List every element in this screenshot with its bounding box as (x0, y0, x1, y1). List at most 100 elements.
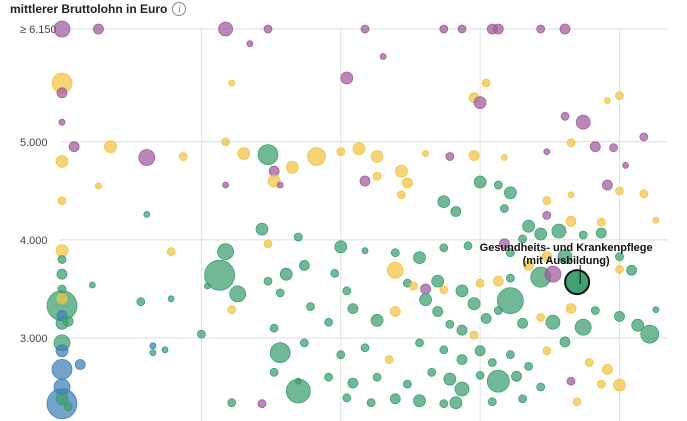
data-point[interactable] (524, 361, 533, 371)
data-point[interactable] (415, 338, 424, 348)
data-point[interactable] (161, 346, 169, 354)
data-point[interactable] (584, 358, 594, 367)
data-point[interactable] (517, 317, 528, 329)
data-point[interactable] (419, 293, 433, 307)
data-point[interactable] (614, 310, 625, 322)
data-point[interactable] (74, 359, 86, 370)
data-point[interactable] (227, 398, 237, 408)
data-point[interactable] (360, 343, 370, 353)
data-point[interactable] (263, 239, 273, 249)
data-point[interactable] (149, 349, 157, 357)
data-point[interactable] (275, 288, 285, 298)
data-point[interactable] (269, 323, 279, 333)
data-point[interactable] (394, 164, 408, 178)
data-point[interactable] (505, 273, 515, 283)
data-point[interactable] (56, 293, 68, 305)
data-point[interactable] (518, 394, 527, 404)
data-point[interactable] (469, 330, 479, 340)
data-point[interactable] (336, 147, 346, 157)
data-point[interactable] (360, 24, 370, 34)
data-point[interactable] (390, 248, 400, 258)
data-point[interactable] (330, 268, 340, 278)
data-point[interactable] (420, 283, 432, 295)
data-point[interactable] (366, 398, 376, 408)
data-point[interactable] (492, 275, 504, 287)
data-point[interactable] (545, 314, 561, 330)
data-point[interactable] (359, 175, 371, 187)
data-point[interactable] (149, 342, 157, 350)
data-point[interactable] (544, 265, 562, 283)
data-point[interactable] (602, 179, 613, 191)
data-point[interactable] (445, 319, 455, 329)
data-point[interactable] (437, 195, 451, 209)
data-point[interactable] (454, 381, 470, 397)
data-point[interactable] (53, 20, 71, 38)
data-point[interactable] (88, 281, 96, 289)
data-point[interactable] (257, 144, 279, 166)
data-point[interactable] (572, 397, 582, 407)
data-point[interactable] (503, 186, 517, 200)
data-point[interactable] (542, 196, 552, 206)
data-point[interactable] (136, 297, 146, 307)
data-point[interactable] (167, 295, 175, 303)
data-point[interactable] (487, 397, 497, 407)
data-point[interactable] (640, 324, 660, 344)
data-point[interactable] (626, 264, 637, 276)
data-point[interactable] (255, 222, 269, 236)
data-point[interactable] (602, 363, 613, 375)
data-point[interactable] (631, 318, 645, 332)
data-point[interactable] (402, 379, 412, 389)
data-point[interactable] (604, 97, 611, 104)
data-point[interactable] (56, 87, 68, 99)
data-point[interactable] (55, 344, 69, 358)
data-point[interactable] (473, 96, 487, 109)
data-point[interactable] (439, 24, 449, 34)
data-point[interactable] (269, 367, 279, 377)
data-point[interactable] (413, 251, 426, 265)
data-point[interactable] (336, 350, 346, 360)
data-point[interactable] (522, 219, 535, 233)
data-point[interactable] (498, 238, 510, 250)
data-point[interactable] (505, 350, 515, 360)
data-point[interactable] (221, 137, 231, 147)
data-point[interactable] (229, 285, 247, 303)
data-point[interactable] (456, 354, 468, 366)
data-point[interactable] (565, 215, 577, 227)
data-point[interactable] (263, 24, 273, 34)
data-point[interactable] (334, 240, 348, 254)
data-point[interactable] (389, 306, 401, 317)
data-point[interactable] (257, 399, 267, 409)
data-point[interactable] (536, 312, 546, 322)
data-point[interactable] (203, 282, 211, 290)
data-point[interactable] (401, 177, 413, 189)
data-point[interactable] (342, 286, 352, 296)
data-point[interactable] (443, 372, 457, 386)
data-point[interactable] (473, 175, 487, 189)
data-point[interactable] (445, 152, 455, 161)
data-point[interactable] (492, 23, 504, 35)
data-point[interactable] (543, 148, 551, 156)
data-point[interactable] (57, 255, 67, 264)
data-point[interactable] (639, 189, 649, 199)
data-point[interactable] (178, 152, 188, 161)
data-point[interactable] (324, 372, 334, 382)
data-point[interactable] (457, 24, 467, 34)
data-point[interactable] (456, 324, 468, 336)
data-point[interactable] (299, 338, 309, 348)
data-point[interactable] (55, 392, 69, 406)
data-point[interactable] (68, 141, 80, 153)
data-point[interactable] (143, 210, 151, 218)
data-point[interactable] (615, 252, 624, 262)
data-point[interactable] (567, 191, 575, 199)
info-icon[interactable]: i (172, 2, 187, 16)
data-point[interactable] (413, 394, 426, 408)
data-point[interactable] (370, 150, 384, 163)
data-point[interactable] (55, 154, 69, 168)
data-point[interactable] (237, 147, 251, 161)
data-point[interactable] (138, 149, 156, 166)
data-point[interactable] (372, 171, 382, 181)
data-point[interactable] (505, 248, 515, 258)
data-point[interactable] (204, 259, 236, 291)
data-point[interactable] (536, 382, 546, 392)
data-point[interactable] (499, 204, 509, 213)
